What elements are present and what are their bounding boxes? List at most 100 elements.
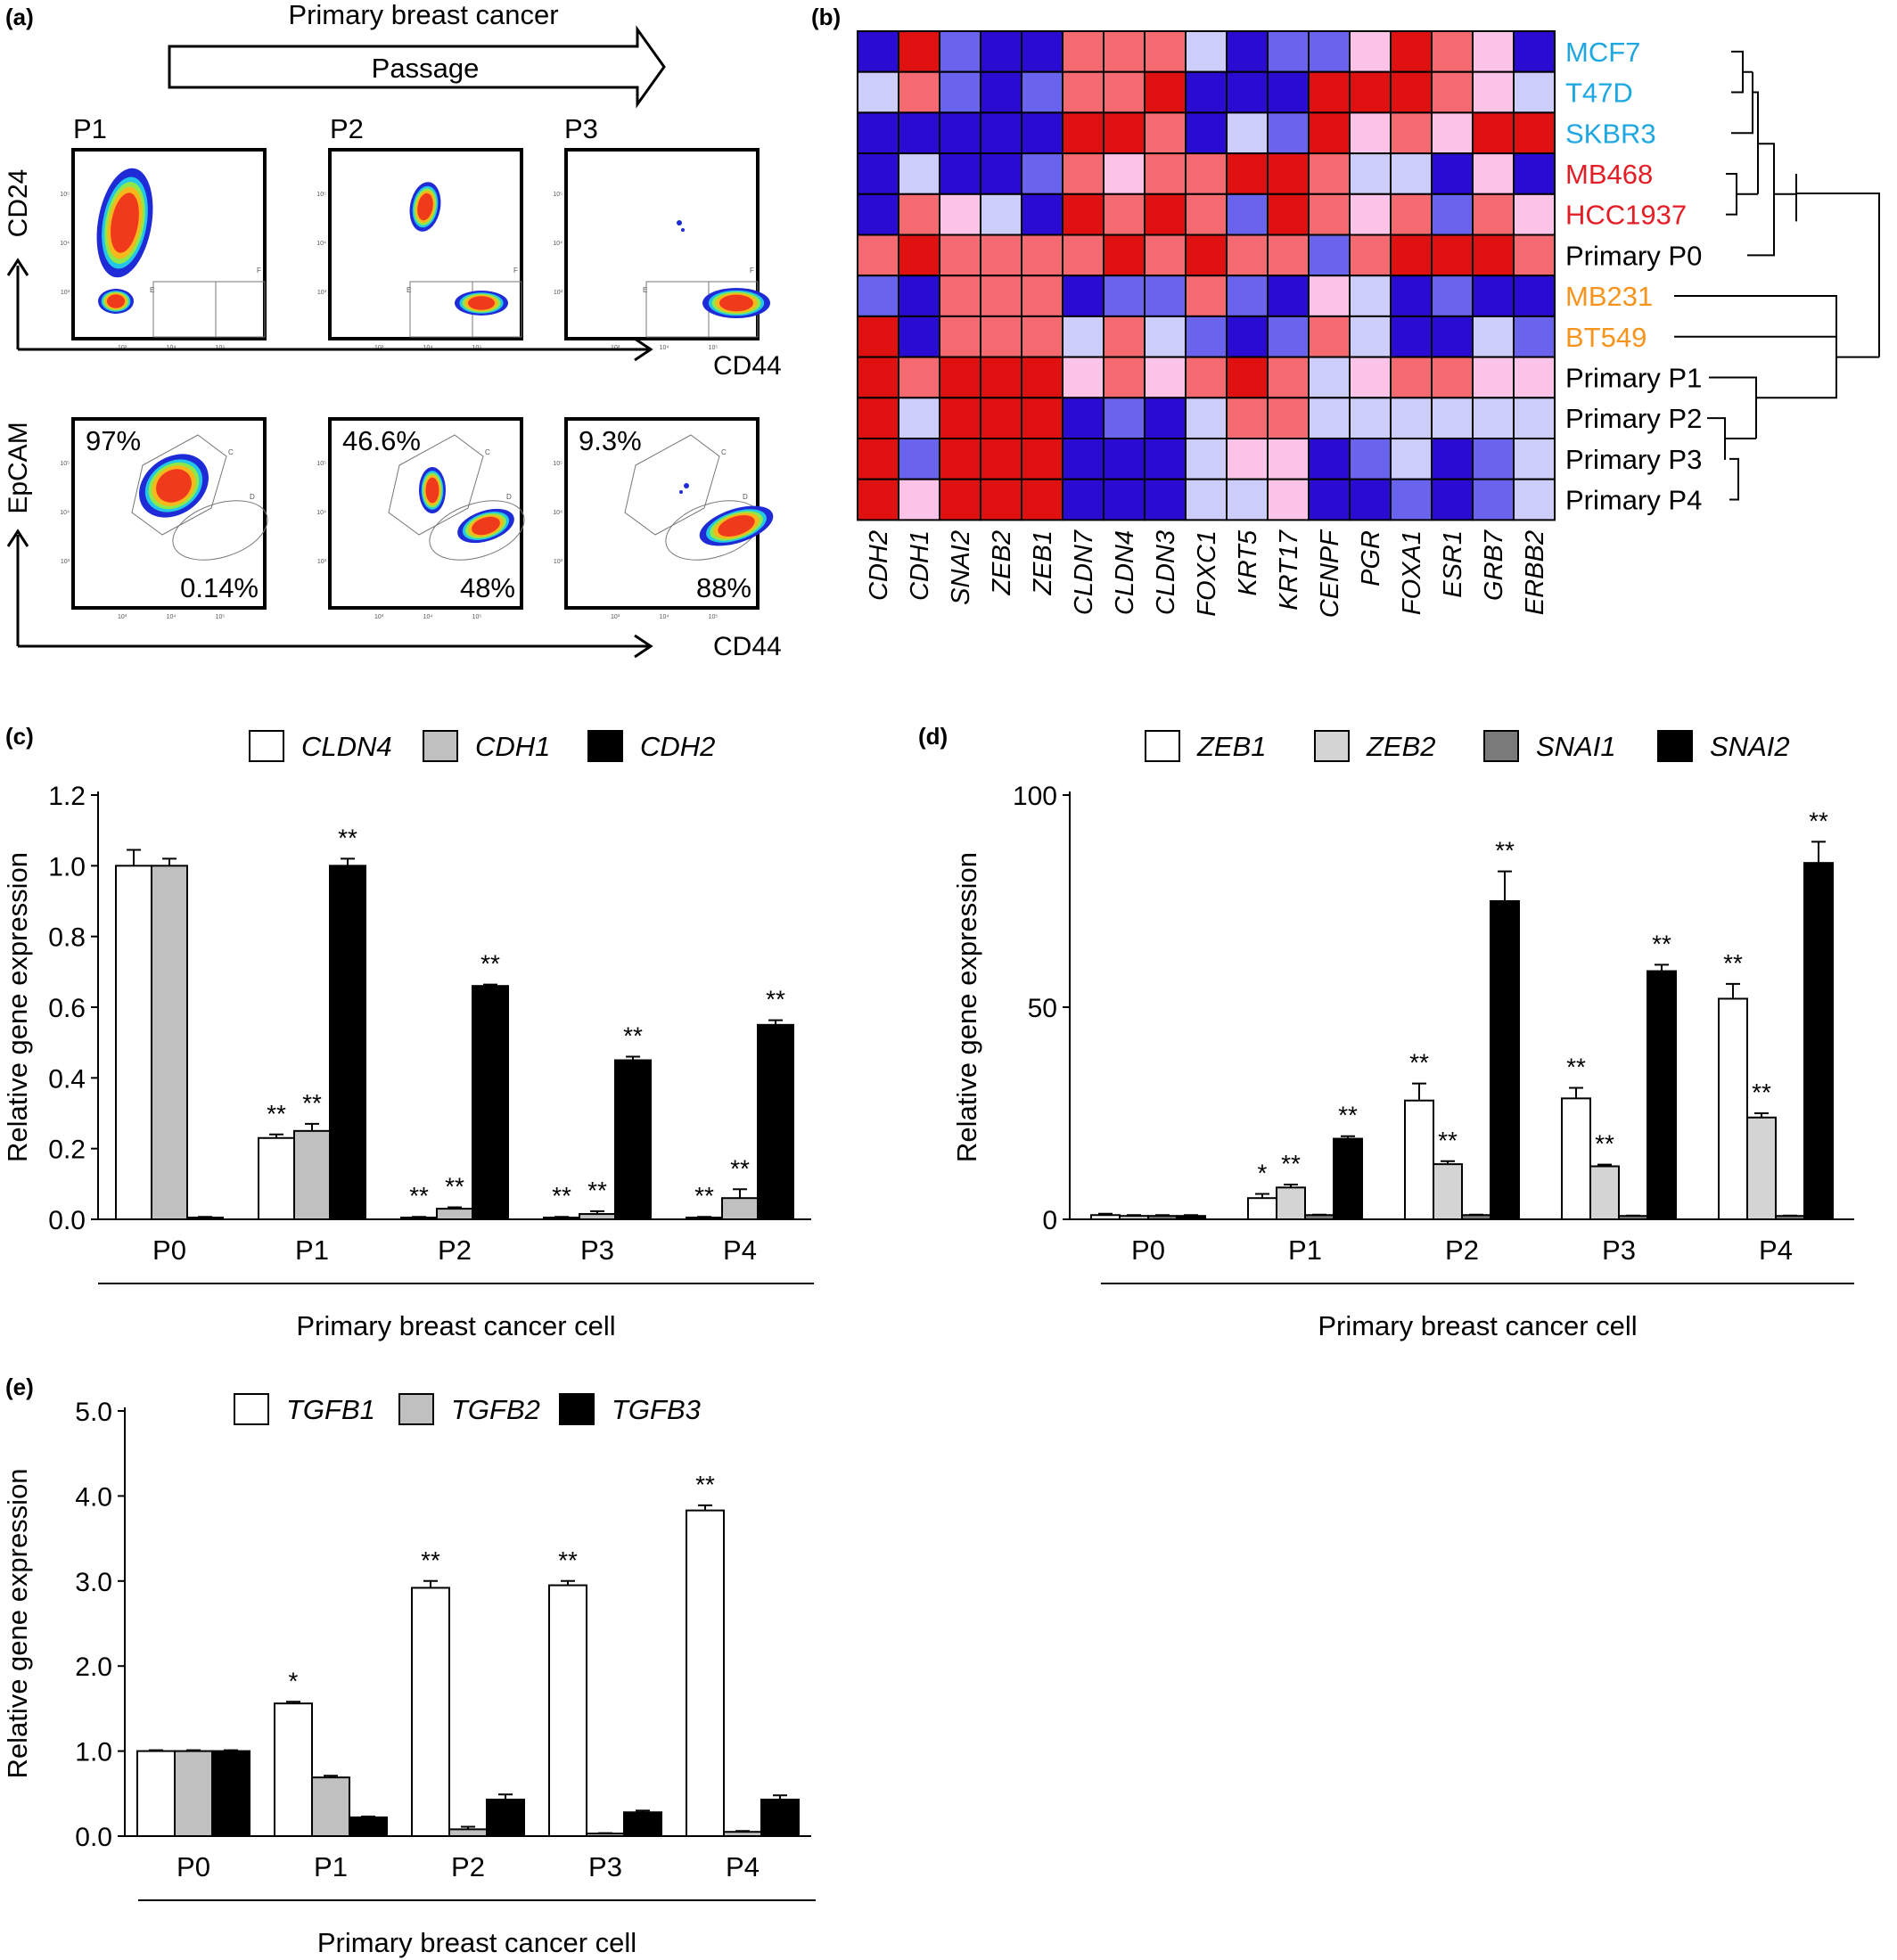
heatmap-cell [939,152,981,195]
row-label: MB231 [1565,281,1653,312]
significance-mark: ** [409,1182,429,1210]
heatmap-cell [1226,478,1269,521]
significance-mark: ** [730,1154,750,1182]
error-bar-tgfb2-p1 [324,1775,338,1778]
heatmap-cell [1144,356,1187,399]
heatmap-cell [1349,193,1392,236]
heatmap-cell [1267,234,1310,277]
p3-cd24-dots [677,220,682,226]
gene-label-grb7: GRB7 [1480,529,1508,601]
heatmap-cell [980,30,1022,73]
epcam-plot-3-ytick-2: 10⁵ [553,461,563,467]
bar-zeb2-p4 [1746,1116,1777,1221]
heatmap-cell [980,152,1022,195]
passage-label-p3: P3 [564,113,598,144]
bar-tgfb1-p0 [136,1750,176,1837]
gene-label-cldn3: CLDN3 [1152,530,1180,615]
row-label: MCF7 [1565,37,1640,68]
heatmap-cell [1472,438,1515,480]
heatmap-cell [1431,356,1474,399]
dendrogram-luminal [1731,50,1753,135]
heatmap-cell [1267,397,1310,439]
error-bar-tgfb1-p2 [423,1579,438,1588]
significance-mark: ** [1281,1150,1301,1177]
heatmap-cell [1431,315,1474,358]
bar-tgfb3-p4 [760,1798,800,1838]
heatmap-cell [1431,478,1474,521]
gene-label-foxa1: FOXA1 [1398,530,1426,615]
bar-cdh1-p0 [151,865,188,1220]
gene-label-pgr: PGR [1357,530,1385,586]
bar-tgfb2-p4 [723,1831,762,1837]
heatmap-cell [1062,438,1105,480]
x-tick-label-p3: P3 [1602,1234,1636,1266]
legend-label-snai2: SNAI2 [1710,731,1790,762]
heatmap-cell [1062,30,1105,73]
significance-mark: ** [1338,1102,1358,1129]
heatmap-cell [980,438,1022,480]
significance-mark: ** [338,824,357,851]
y-tick-label: 0.0 [48,1206,86,1235]
heatmap-cell [1349,315,1392,358]
panel-c-bar-chart: 0.0 0.2 0.4 0.6 0.8 1.0 1.2 Relative gene expre… [2,730,814,1341]
bar-cdh1-p2 [436,1208,473,1220]
p3-cd24-dots-2 [681,228,685,232]
gate-letter-c: C [228,448,234,456]
heatmap-cell [1103,438,1146,480]
heatmap-cell [1103,478,1146,521]
y-axis-label: Relative gene expression [951,852,982,1162]
legend-swatch-snai1 [1483,730,1519,762]
heatmap-cell [1021,234,1063,277]
heatmap-cell [1144,315,1187,358]
dendrogram-basal-a [1726,172,1758,216]
bar-zeb2-p2 [1433,1163,1463,1220]
epcam-plot-3-ytick-1: 10⁴ [553,510,563,516]
legend-swatch-tgfb3 [559,1393,595,1425]
heatmap-cell [1144,70,1187,114]
bar-snai2-p4 [1803,862,1834,1220]
bar-cldn4-p3 [543,1217,580,1221]
panel-label-b: (b) [811,4,841,30]
row-label: SKBR3 [1565,118,1656,149]
significance-mark: ** [1438,1127,1458,1154]
heatmap-cell [1472,234,1515,277]
x-tick-label-p4: P4 [723,1234,757,1266]
legend-label-zeb2: ZEB2 [1366,731,1436,762]
bar-tgfb1-p1 [274,1702,313,1838]
bar-snai2-p2 [1490,900,1520,1220]
heatmap-cell [1513,70,1556,114]
significance-mark: ** [766,986,785,1013]
bar-cldn4-p0 [115,865,152,1220]
heatmap-cell [1513,111,1556,155]
error-bar-cdh2-p2 [483,983,497,987]
bar-zeb2-p3 [1589,1165,1620,1220]
p3-cd44-epcam-population-red [718,515,755,537]
dendrogram-primary-p1 [1709,376,1808,439]
error-bar-cdh2-p4 [768,1019,783,1025]
bar-zeb1-p3 [1561,1097,1591,1220]
error-bar-zeb1-p0 [1098,1212,1113,1216]
error-bar-cdh1-p1 [305,1122,319,1131]
x-tick-label-p3: P3 [588,1851,622,1882]
heatmap-cell [1226,275,1269,317]
bar-zeb1-p1 [1247,1197,1277,1220]
significance-mark: ** [1566,1053,1586,1080]
heatmap-cell [1062,70,1105,114]
heatmap-cell [1185,193,1228,236]
error-bar-zeb1-p4 [1726,982,1740,999]
p2-epcam-population-red [425,477,439,504]
cd24-plot-3-ytick-0: 10³ [554,290,563,296]
bar-cdh2-p0 [186,1217,224,1221]
bar-tgfb2-p2 [448,1828,488,1837]
bar-snai1-p0 [1147,1215,1178,1221]
heatmap-cell [898,30,940,73]
epcam-plot-1-xtick-0: 10³ [118,614,127,620]
heatmap-cell [1267,356,1310,399]
error-bar-snai2-p4 [1811,841,1826,864]
bar-snai2-p1 [1333,1137,1363,1221]
heatmap-cell [1185,30,1228,73]
heatmap-cell [857,193,899,236]
significance-mark: ** [552,1182,571,1210]
bar-tgfb3-p1 [349,1816,388,1837]
heatmap-cell [1390,30,1433,73]
